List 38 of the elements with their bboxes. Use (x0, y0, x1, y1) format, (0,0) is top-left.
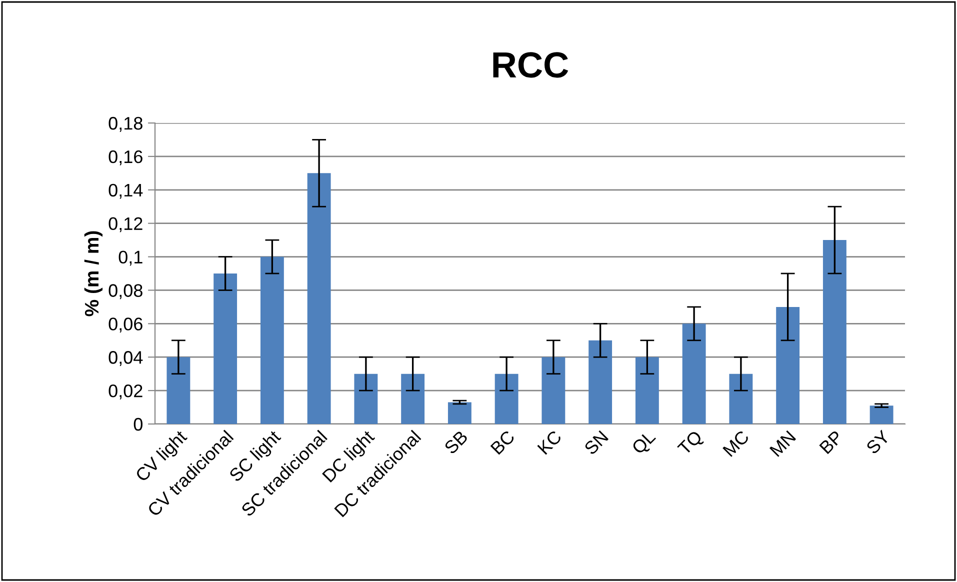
x-tick-label: MC (722, 430, 750, 458)
bar (822, 240, 846, 424)
x-tick-label: QL (631, 430, 658, 457)
x-tick-label: SY (865, 429, 891, 455)
x-tick-label: BC (490, 430, 516, 455)
bar (542, 357, 566, 424)
y-tick-label: 0,08 (108, 284, 142, 300)
y-tick-label: 0,1 (118, 250, 142, 266)
bar (588, 340, 612, 424)
bar (776, 306, 800, 424)
y-tick-label: 0 (134, 418, 142, 431)
y-tick-label: 0,04 (108, 351, 143, 366)
bar (870, 406, 894, 424)
y-tick-label: 0,02 (108, 384, 142, 400)
x-tick-label: MN (769, 430, 796, 457)
x-tick-label: KC (537, 430, 562, 455)
x-tick-label: SB (444, 430, 468, 455)
y-axis-title: % (m / m) (84, 231, 102, 316)
x-tick-label: BP (819, 430, 844, 454)
x-tick-label: SN (583, 430, 609, 456)
y-tick-label: 0,06 (108, 318, 142, 333)
bar (635, 357, 659, 424)
bar (214, 274, 238, 424)
y-tick-label: 0,14 (108, 184, 143, 199)
bar (682, 324, 706, 424)
y-tick-label: 0,12 (108, 217, 142, 232)
bar (448, 402, 472, 424)
bar (354, 374, 378, 424)
chart-title: RCC (493, 52, 568, 78)
bar (307, 173, 331, 424)
x-tick-label: TQ (676, 430, 706, 458)
bar (260, 256, 284, 424)
y-tick-label: 0,16 (108, 150, 142, 166)
bar (166, 357, 190, 424)
bar (494, 374, 518, 424)
bar (401, 374, 425, 424)
bar (729, 374, 753, 424)
y-tick-label: 0,18 (108, 116, 142, 132)
